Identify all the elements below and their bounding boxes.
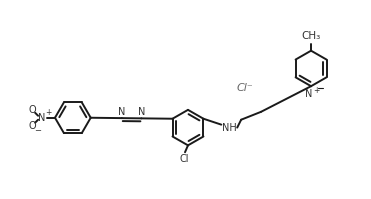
- Text: O: O: [28, 105, 36, 115]
- Text: +: +: [313, 86, 319, 95]
- Text: N: N: [138, 107, 145, 117]
- Text: N: N: [118, 107, 125, 117]
- Text: CH₃: CH₃: [301, 31, 321, 41]
- Text: Cl: Cl: [179, 154, 189, 164]
- Text: N: N: [38, 113, 46, 123]
- Text: O: O: [28, 121, 36, 131]
- Text: N: N: [305, 89, 313, 99]
- Text: Cl⁻: Cl⁻: [236, 83, 253, 93]
- Text: NH: NH: [222, 123, 237, 133]
- Text: +: +: [45, 108, 51, 117]
- Text: −: −: [35, 126, 42, 135]
